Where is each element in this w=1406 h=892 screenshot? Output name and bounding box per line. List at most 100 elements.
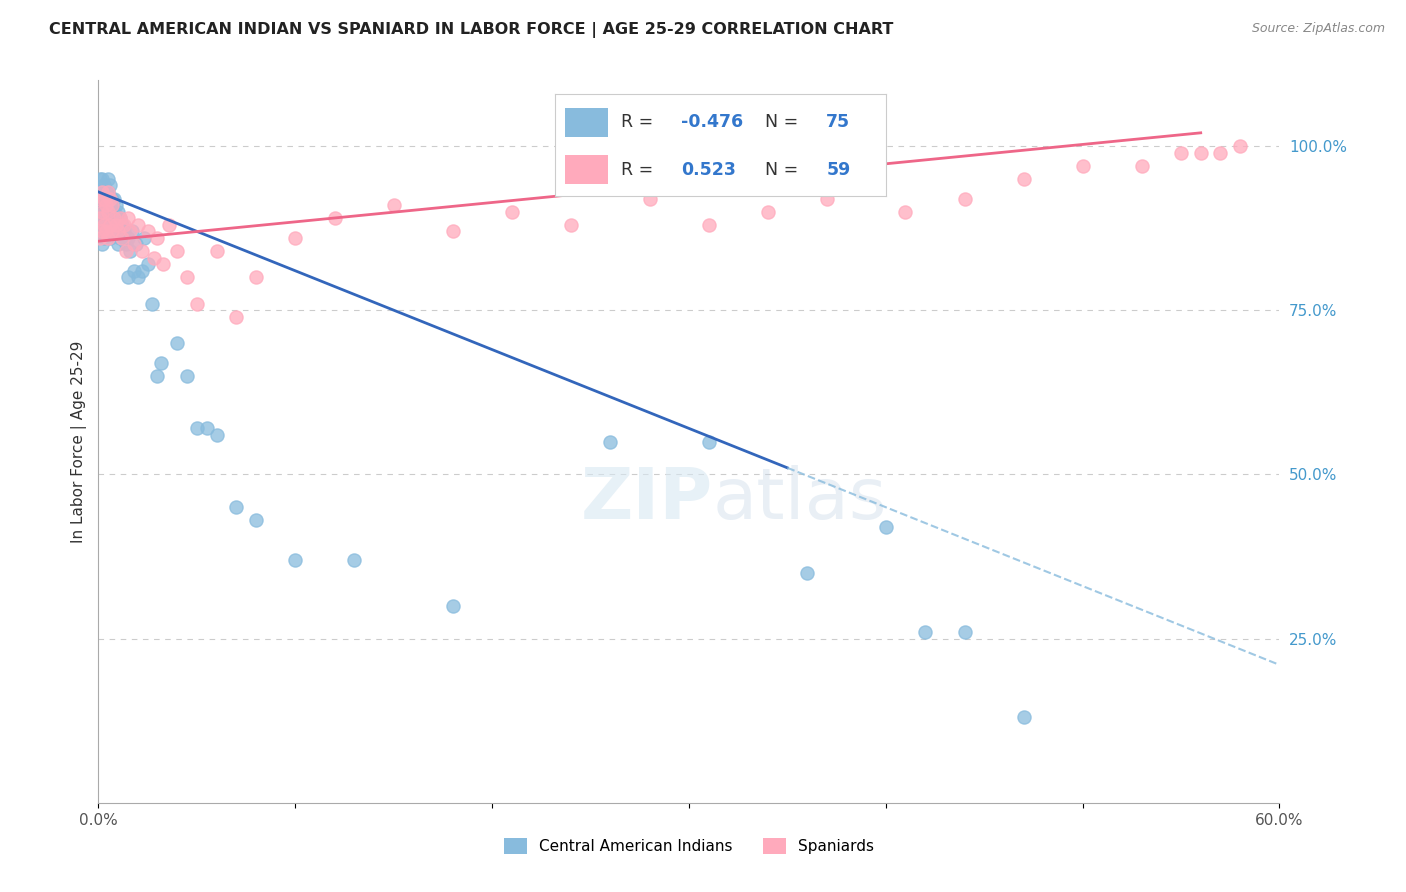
Point xyxy=(112,218,135,232)
Point xyxy=(108,231,131,245)
Point xyxy=(98,204,121,219)
Point xyxy=(97,231,120,245)
Point xyxy=(245,513,267,527)
Point xyxy=(638,192,661,206)
Point xyxy=(157,218,180,232)
Text: 75: 75 xyxy=(827,113,851,131)
Point xyxy=(96,224,118,238)
Point xyxy=(117,270,139,285)
Point xyxy=(98,218,121,232)
Text: 59: 59 xyxy=(827,161,851,178)
Point xyxy=(98,178,121,193)
Point xyxy=(1209,145,1232,160)
Point xyxy=(1071,159,1094,173)
Point xyxy=(89,192,111,206)
Point xyxy=(96,198,118,212)
Point xyxy=(122,237,145,252)
Point xyxy=(186,421,208,435)
Point xyxy=(150,356,173,370)
Point xyxy=(89,211,111,226)
Point xyxy=(93,204,115,219)
Point xyxy=(176,270,198,285)
Point xyxy=(225,500,247,515)
Point xyxy=(89,231,111,245)
Point xyxy=(953,192,976,206)
Point xyxy=(89,198,111,212)
Point xyxy=(186,296,208,310)
Point xyxy=(101,204,124,219)
Point xyxy=(141,296,163,310)
Text: -0.476: -0.476 xyxy=(681,113,742,131)
Point xyxy=(382,198,405,212)
Point xyxy=(115,244,138,258)
Point xyxy=(815,192,838,206)
Point xyxy=(112,224,135,238)
Point xyxy=(599,434,621,449)
Text: Source: ZipAtlas.com: Source: ZipAtlas.com xyxy=(1251,22,1385,36)
Point xyxy=(97,171,120,186)
Point xyxy=(97,185,120,199)
Point xyxy=(91,204,114,219)
Point xyxy=(225,310,247,324)
Point xyxy=(98,192,121,206)
Point xyxy=(101,198,124,212)
Text: N =: N = xyxy=(754,113,803,131)
Point xyxy=(122,264,145,278)
Point xyxy=(1189,145,1212,160)
Point xyxy=(115,237,138,252)
Point xyxy=(796,566,818,580)
Point xyxy=(98,218,121,232)
Point xyxy=(142,251,165,265)
Point xyxy=(176,368,198,383)
Point xyxy=(152,257,174,271)
Point xyxy=(91,211,114,226)
Point xyxy=(93,178,115,193)
Point xyxy=(107,204,129,219)
Point xyxy=(284,231,307,245)
Point xyxy=(560,218,582,232)
Point xyxy=(121,224,143,238)
Point xyxy=(91,224,114,238)
Point xyxy=(91,198,114,212)
Point xyxy=(97,204,120,219)
Point xyxy=(107,237,129,252)
Point xyxy=(91,237,114,252)
Point xyxy=(103,224,125,238)
Text: R =: R = xyxy=(621,161,665,178)
Point xyxy=(117,231,139,245)
Point xyxy=(146,231,169,245)
Point xyxy=(101,192,124,206)
Point xyxy=(1130,159,1153,173)
Point xyxy=(894,204,917,219)
Point xyxy=(91,185,114,199)
Point xyxy=(103,204,125,219)
Point xyxy=(953,625,976,640)
Point xyxy=(96,198,118,212)
Point xyxy=(697,218,720,232)
Point xyxy=(111,231,134,245)
Point xyxy=(101,224,124,238)
Point xyxy=(501,204,523,219)
Point xyxy=(205,244,228,258)
Point xyxy=(89,171,111,186)
Point xyxy=(96,224,118,238)
Point xyxy=(166,336,188,351)
Point xyxy=(205,428,228,442)
Point xyxy=(127,218,149,232)
Point xyxy=(166,244,188,258)
Point xyxy=(1012,171,1035,186)
Point xyxy=(284,553,307,567)
Point xyxy=(97,185,120,199)
Point xyxy=(118,244,141,258)
Point xyxy=(105,218,128,232)
Y-axis label: In Labor Force | Age 25-29: In Labor Force | Age 25-29 xyxy=(72,341,87,542)
Point xyxy=(107,224,129,238)
Point xyxy=(323,211,346,226)
Point xyxy=(108,211,131,226)
Point xyxy=(96,185,118,199)
Point xyxy=(875,520,897,534)
Point xyxy=(343,553,366,567)
Point xyxy=(103,211,125,226)
Point xyxy=(89,224,111,238)
Point xyxy=(1170,145,1192,160)
